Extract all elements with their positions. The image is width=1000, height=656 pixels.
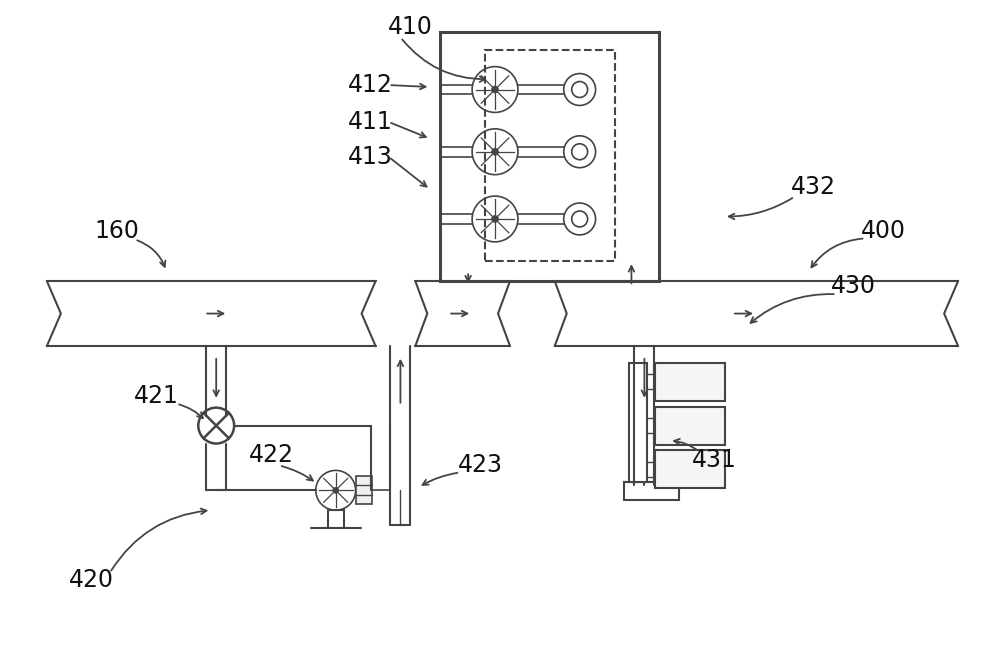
Text: 430: 430	[831, 274, 876, 298]
Bar	[655, 451, 725, 488]
Text: 411: 411	[348, 110, 393, 134]
Circle shape	[492, 216, 498, 222]
Text: 432: 432	[791, 174, 836, 199]
Bar	[485, 50, 615, 261]
Text: 413: 413	[348, 145, 393, 169]
Circle shape	[492, 86, 498, 93]
Text: 412: 412	[348, 73, 393, 97]
Bar	[624, 482, 679, 501]
Text: 421: 421	[134, 384, 179, 408]
Text: 431: 431	[692, 449, 737, 472]
Text: 422: 422	[248, 443, 293, 468]
Bar	[440, 32, 659, 281]
Bar	[356, 476, 372, 504]
Circle shape	[333, 487, 339, 493]
Text: 160: 160	[94, 219, 139, 243]
Circle shape	[492, 148, 498, 155]
Text: 400: 400	[861, 219, 906, 243]
Bar	[655, 363, 725, 401]
Text: 410: 410	[388, 15, 433, 39]
Bar	[655, 407, 725, 445]
Text: 420: 420	[69, 568, 114, 592]
Text: 423: 423	[458, 453, 503, 478]
Bar	[629, 363, 647, 482]
